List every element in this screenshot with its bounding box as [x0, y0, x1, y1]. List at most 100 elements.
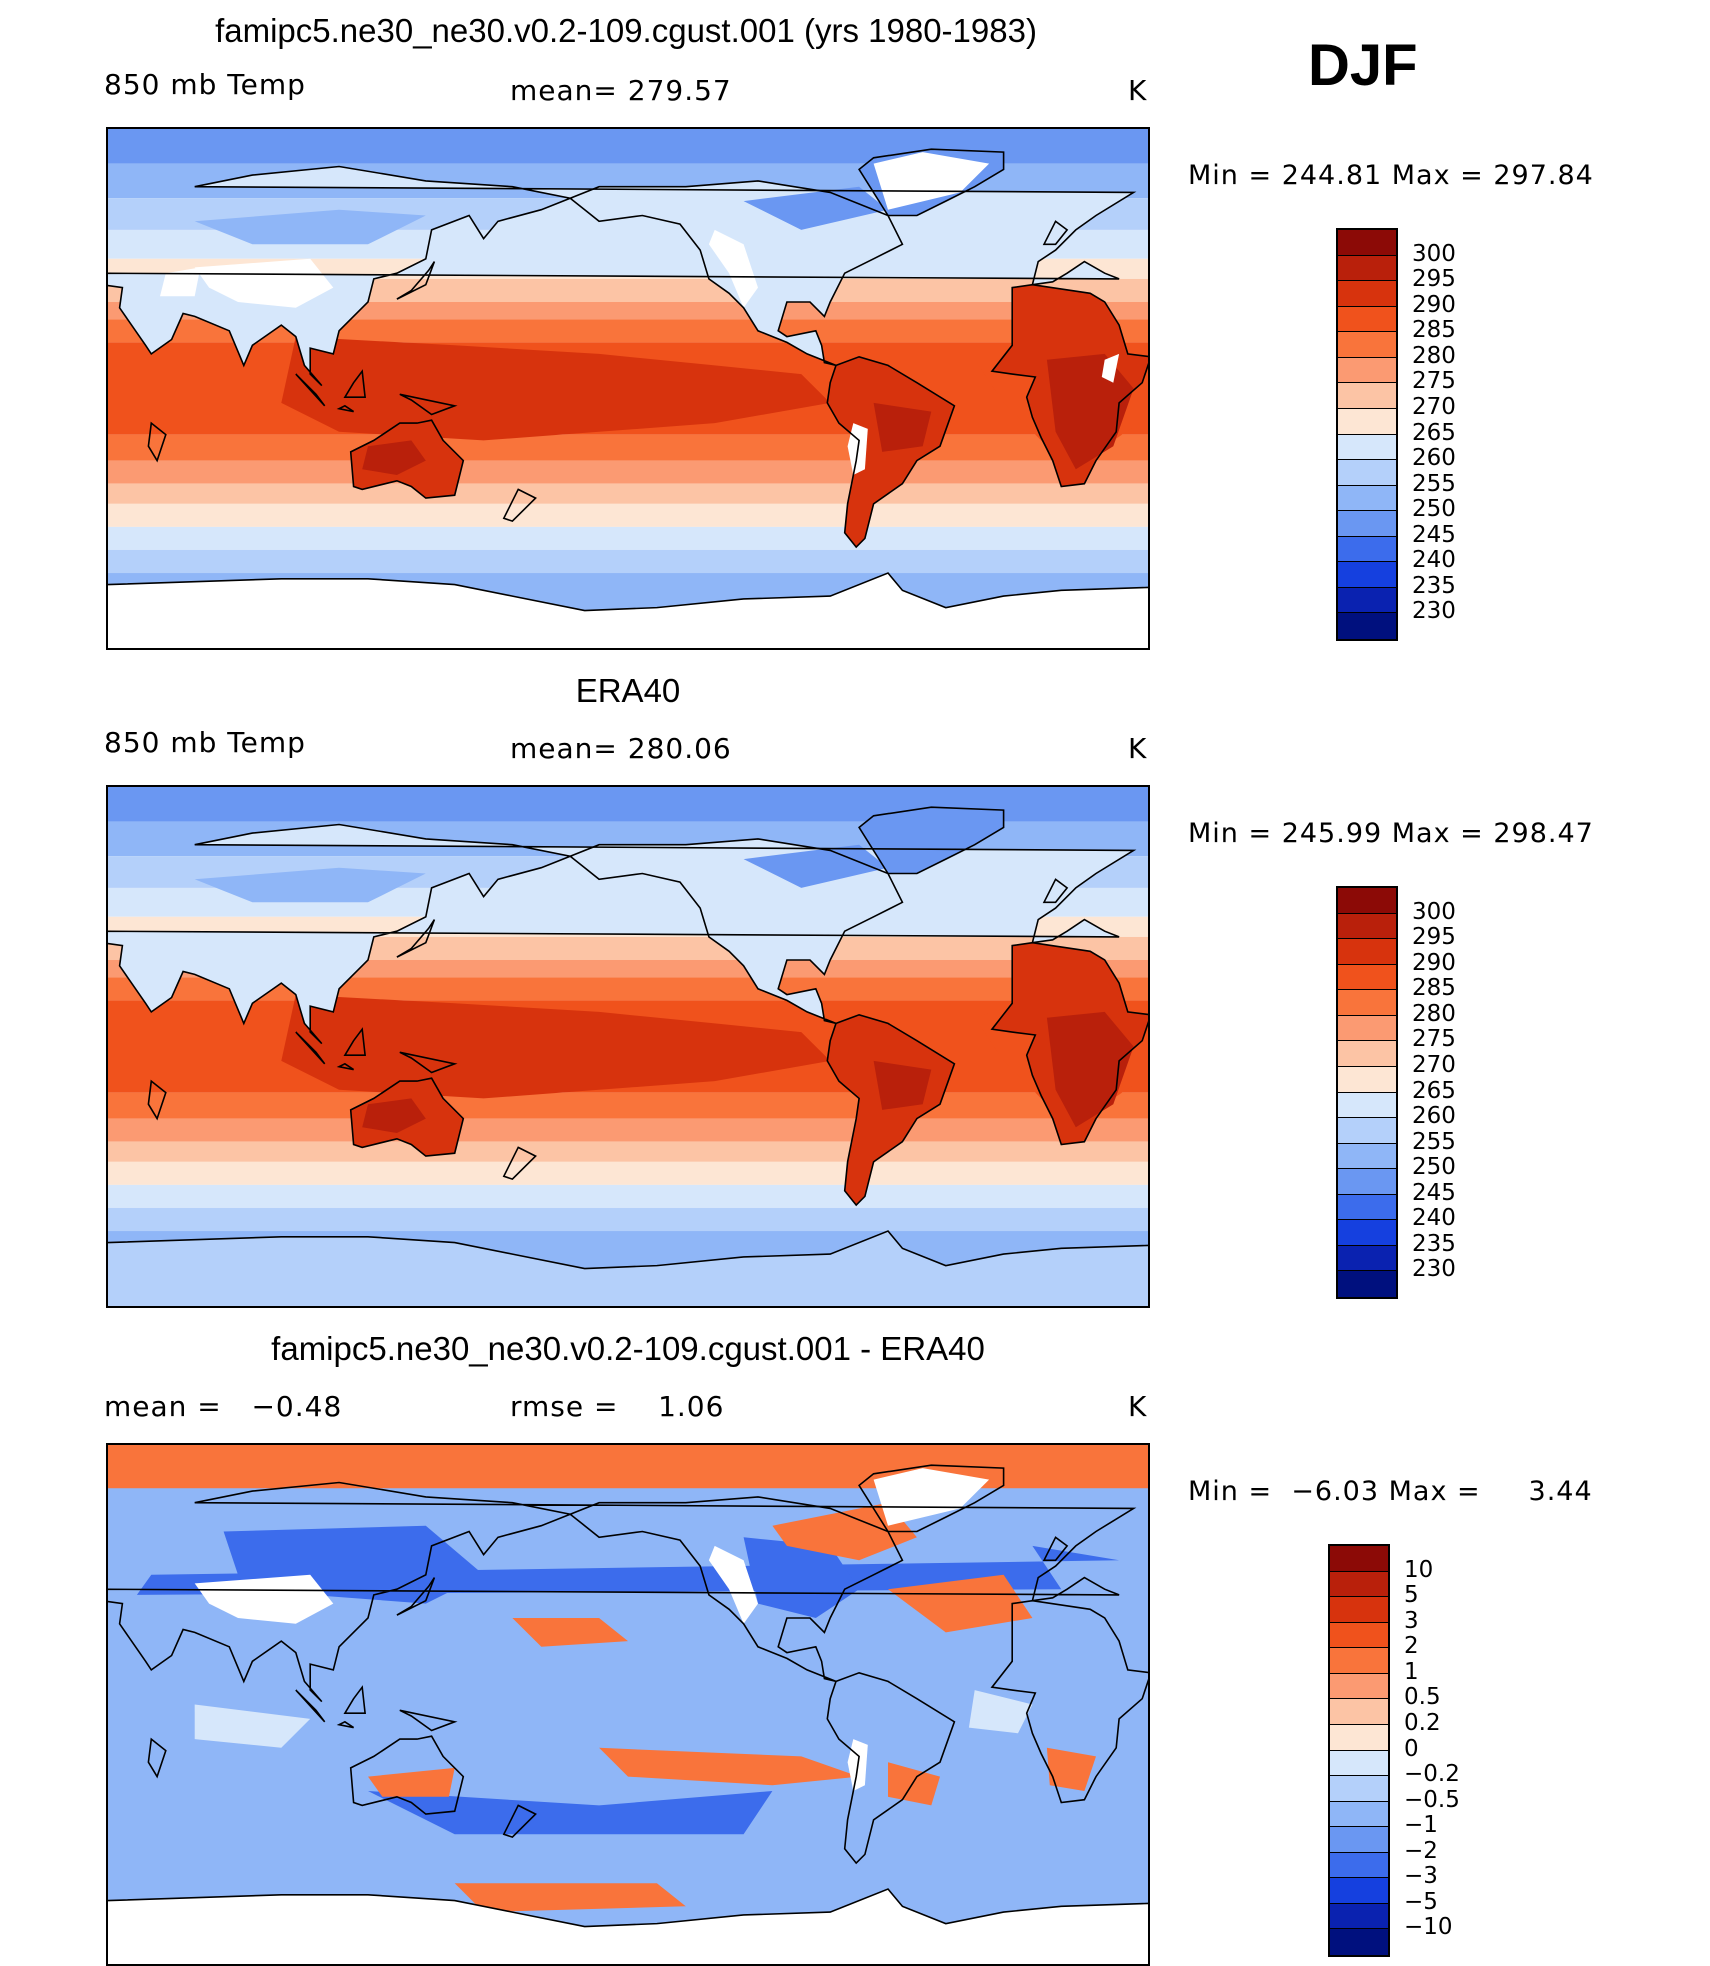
- land-fill: [108, 1231, 1148, 1306]
- panel-3-center-label: rmse = 1.06: [510, 1390, 725, 1423]
- colorbar-label: 275: [1412, 368, 1456, 395]
- colorbar-swatch: [1330, 1571, 1388, 1598]
- colorbar-swatch: [1338, 1143, 1396, 1170]
- land-fill: [859, 807, 1004, 874]
- colorbar-label: 295: [1412, 924, 1456, 951]
- colorbar-swatch: [1338, 306, 1396, 333]
- colorbar-swatch: [1338, 255, 1396, 282]
- colorbar-swatch: [1338, 1169, 1396, 1195]
- colorbar-swatch: [1330, 1648, 1388, 1674]
- land-fill: [827, 1014, 955, 1206]
- panel-1-title: famipc5.ne30_ne30.v0.2-109.cgust.001 (yr…: [215, 12, 1037, 49]
- colorbar-swatch: [1330, 1776, 1388, 1802]
- colorbar-swatch: [1338, 1245, 1396, 1272]
- colorbar-label: −1: [1404, 1812, 1438, 1839]
- colorbar-label: 290: [1412, 291, 1456, 318]
- colorbar-label: 300: [1412, 898, 1456, 925]
- colorbar-swatch: [1330, 1827, 1388, 1853]
- colorbar-label: 250: [1412, 496, 1456, 523]
- colorbar-label: 1: [1404, 1658, 1419, 1685]
- colorbar-label: 280: [1412, 342, 1456, 369]
- colorbar-swatch: [1338, 357, 1396, 384]
- panel-3-colorbar: [1328, 1544, 1390, 1957]
- colorbar-swatch: [1338, 587, 1396, 614]
- colorbar-swatch: [1330, 1724, 1388, 1751]
- contour-map: [108, 129, 1148, 648]
- contour-map: [108, 787, 1148, 1306]
- colorbar-label: −0.2: [1404, 1761, 1460, 1788]
- panel-2-units: K: [1128, 732, 1148, 765]
- world-coastline-icon: [108, 1464, 1148, 1928]
- colorbar-swatch: [1338, 1271, 1396, 1297]
- missing-data-mask: [708, 1545, 758, 1624]
- panel-1-minmax: Min = 244.81 Max = 297.84: [1188, 160, 1594, 191]
- colorbar-label: 270: [1412, 393, 1456, 420]
- colorbar-label: 255: [1412, 1128, 1456, 1155]
- colorbar-label: 5: [1404, 1582, 1419, 1609]
- colorbar-swatch: [1338, 536, 1396, 563]
- panel-2-minmax: Min = 245.99 Max = 298.47: [1188, 818, 1594, 849]
- colorbar-label: 240: [1412, 1205, 1456, 1232]
- panel-1-colorbar: [1336, 228, 1398, 641]
- colorbar-swatch: [1338, 613, 1396, 639]
- contour-map: [108, 1445, 1148, 1964]
- colorbar-swatch: [1330, 1852, 1388, 1879]
- panel-1-units: K: [1128, 74, 1148, 107]
- colorbar-swatch: [1330, 1597, 1388, 1623]
- missing-data-mask: [194, 1574, 334, 1624]
- colorbar-swatch: [1338, 1066, 1396, 1093]
- colorbar-label: 2: [1404, 1633, 1419, 1660]
- colorbar-label: 290: [1412, 949, 1456, 976]
- colorbar-label: 265: [1412, 419, 1456, 446]
- colorbar-label: 250: [1412, 1154, 1456, 1181]
- colorbar-swatch: [1338, 230, 1396, 256]
- colorbar-swatch: [1338, 562, 1396, 588]
- panel-3-units: K: [1128, 1390, 1148, 1423]
- missing-data-mask: [194, 258, 334, 308]
- colorbar-label: 295: [1412, 266, 1456, 293]
- panel-2-center-label: mean= 280.06: [510, 732, 732, 765]
- colorbar-swatch: [1338, 1194, 1396, 1221]
- missing-data-mask: [873, 1468, 990, 1526]
- colorbar-swatch: [1330, 1878, 1388, 1904]
- colorbar-swatch: [1338, 888, 1396, 914]
- colorbar-swatch: [1330, 1673, 1388, 1700]
- world-coastline-icon: [108, 806, 1148, 1270]
- colorbar-label: 3: [1404, 1607, 1419, 1634]
- panel-3-left-label: mean = −0.48: [104, 1390, 343, 1423]
- colorbar-label: 270: [1412, 1051, 1456, 1078]
- colorbar-swatch: [1338, 332, 1396, 358]
- colorbar-label: −10: [1404, 1914, 1453, 1941]
- colorbar-label: 285: [1412, 317, 1456, 344]
- colorbar-swatch: [1330, 1903, 1388, 1930]
- colorbar-swatch: [1338, 964, 1396, 991]
- colorbar-label: 245: [1412, 1179, 1456, 1206]
- colorbar-label: 255: [1412, 470, 1456, 497]
- colorbar-label: 275: [1412, 1026, 1456, 1053]
- missing-data-mask: [1101, 353, 1120, 383]
- colorbar-swatch: [1338, 939, 1396, 965]
- land-fill: [108, 573, 1148, 648]
- colorbar-swatch: [1330, 1929, 1388, 1955]
- panel-1-left-label: 850 mb Temp: [104, 68, 306, 101]
- panel-1-map: [106, 127, 1150, 650]
- colorbar-swatch: [1338, 485, 1396, 512]
- panel-2-map: [106, 785, 1150, 1308]
- colorbar-label: 235: [1412, 572, 1456, 599]
- panel-2-left-label: 850 mb Temp: [104, 726, 306, 759]
- colorbar-label: 285: [1412, 975, 1456, 1002]
- colorbar-swatch: [1338, 434, 1396, 461]
- colorbar-swatch: [1338, 1092, 1396, 1119]
- colorbar-swatch: [1338, 1041, 1396, 1067]
- colorbar-label: 235: [1412, 1230, 1456, 1257]
- colorbar-swatch: [1338, 990, 1396, 1016]
- colorbar-swatch: [1330, 1546, 1388, 1572]
- colorbar-swatch: [1338, 408, 1396, 435]
- colorbar-swatch: [1330, 1750, 1388, 1777]
- colorbar-label: −0.5: [1404, 1786, 1460, 1813]
- colorbar-label: 240: [1412, 547, 1456, 574]
- colorbar-swatch: [1338, 913, 1396, 940]
- panel-3-map: [106, 1443, 1150, 1966]
- colorbar-label: 245: [1412, 521, 1456, 548]
- colorbar-swatch: [1338, 1015, 1396, 1042]
